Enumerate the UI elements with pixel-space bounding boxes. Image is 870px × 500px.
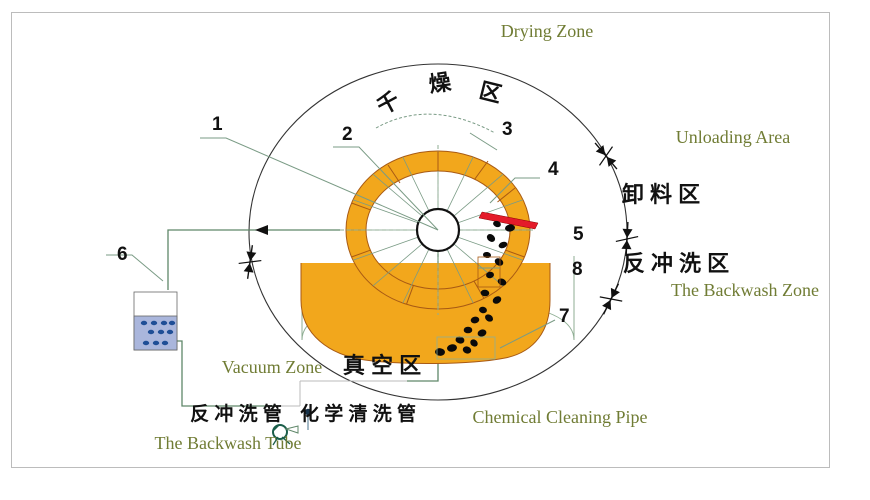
svg-text:化 学 清 洗 管: 化 学 清 洗 管 — [300, 402, 416, 425]
svg-text:4: 4 — [548, 159, 559, 180]
svg-text:The Backwash Tube: The Backwash Tube — [155, 433, 302, 453]
svg-text:7: 7 — [559, 306, 570, 327]
svg-text:3: 3 — [502, 119, 513, 140]
svg-text:1: 1 — [212, 114, 223, 135]
svg-text:Unloading Area: Unloading Area — [676, 127, 790, 147]
svg-text:6: 6 — [117, 244, 128, 265]
svg-text:卸 料 区: 卸 料 区 — [622, 182, 700, 207]
svg-text:千: 千 — [373, 87, 404, 119]
svg-text:2: 2 — [342, 124, 353, 145]
svg-text:The Backwash Zone: The Backwash Zone — [671, 280, 819, 300]
svg-text:Vacuum Zone: Vacuum Zone — [222, 357, 322, 377]
svg-text:Chemical Cleaning Pipe: Chemical Cleaning Pipe — [473, 407, 648, 427]
svg-text:Drying Zone: Drying Zone — [501, 21, 593, 41]
svg-text:5: 5 — [573, 224, 584, 245]
svg-text:反 冲 洗 区: 反 冲 洗 区 — [623, 251, 729, 276]
svg-text:真 空 区: 真 空 区 — [343, 353, 421, 378]
svg-text:反 冲 洗 管: 反 冲 洗 管 — [190, 402, 282, 425]
svg-text:8: 8 — [572, 259, 583, 280]
svg-text:燥: 燥 — [427, 69, 453, 97]
svg-text:区: 区 — [477, 78, 504, 108]
